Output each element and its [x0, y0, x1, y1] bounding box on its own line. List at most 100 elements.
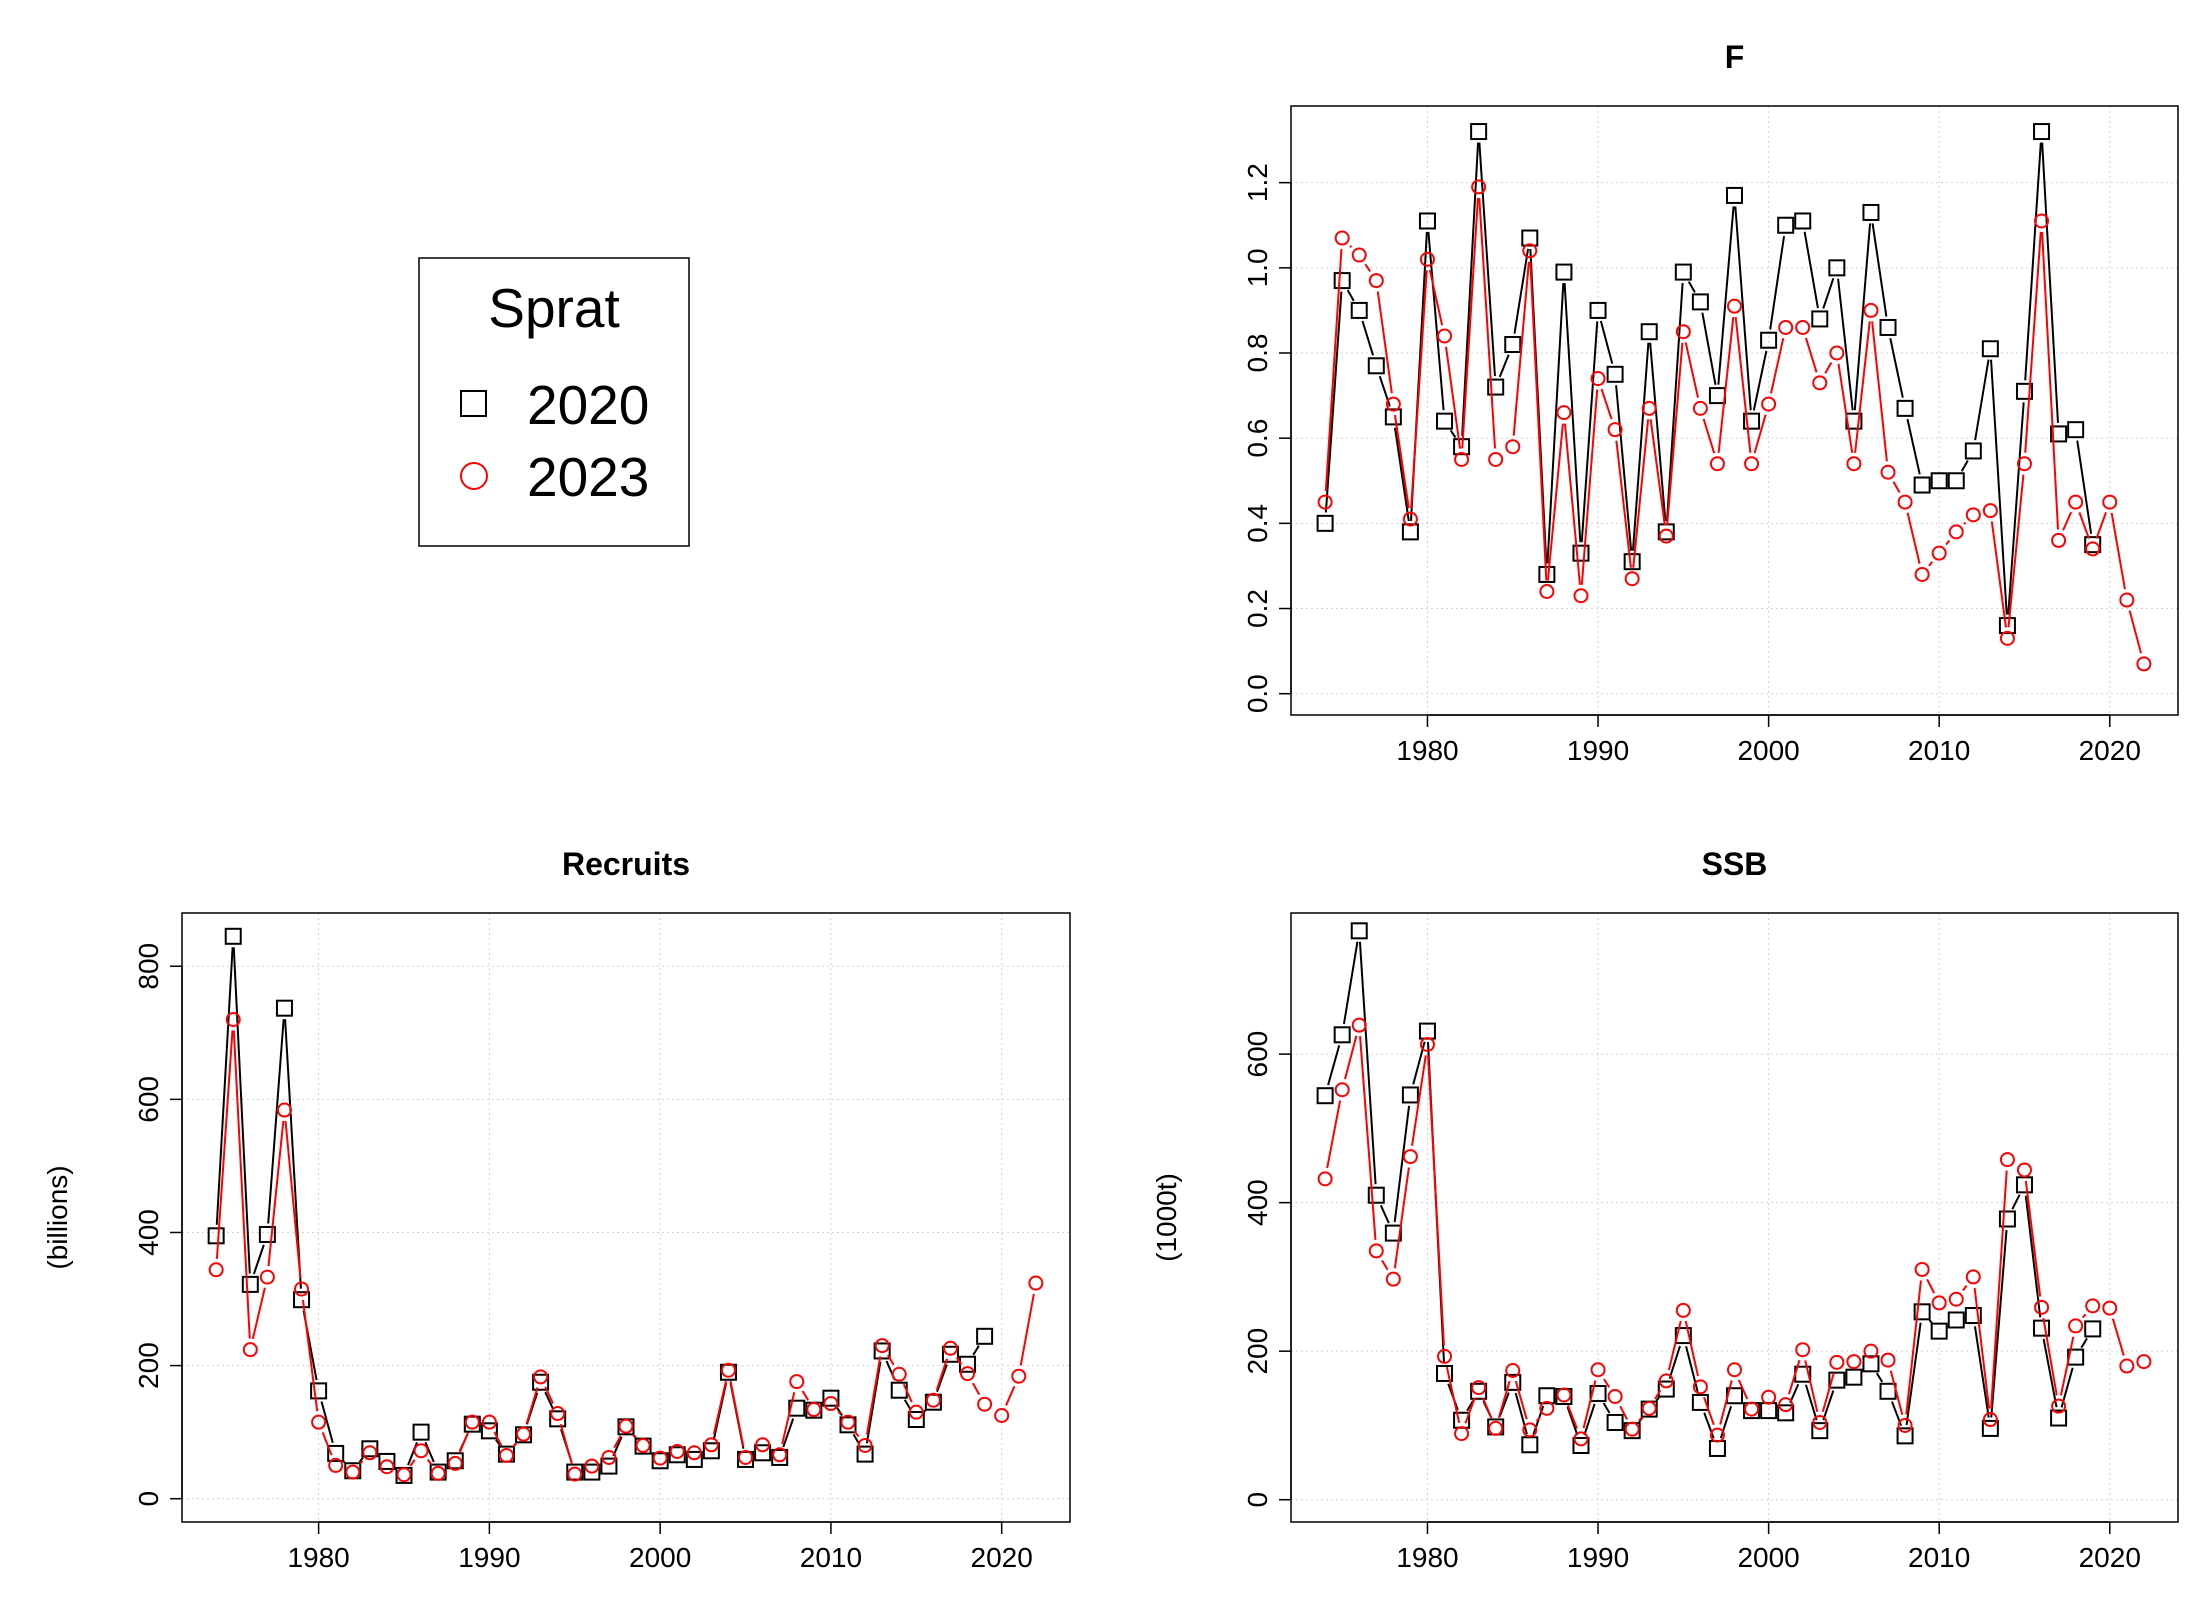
- f-series-2020-point: [2050, 425, 2068, 443]
- ssb-series-2020-point: [1930, 1322, 1948, 1340]
- ssb-series-2023-point: [1948, 1291, 1964, 1307]
- f-series-2023-point: [1778, 319, 1794, 335]
- ssb-series-2023-segment: [1638, 1416, 1644, 1422]
- f-series-2020-point: [1930, 472, 1948, 490]
- f-series-2020-segment: [1563, 283, 1582, 543]
- ssb-plot-frame: [1290, 912, 2179, 1523]
- recruits-series-2023-point: [481, 1414, 497, 1430]
- ssb-series-2023-point: [1982, 1412, 1998, 1428]
- ssb-series-2020-point: [1572, 1437, 1590, 1455]
- recruits-series-2023-point: [720, 1362, 736, 1378]
- f-series-2020-segment: [1734, 206, 1752, 411]
- recruits-series-2023-point: [942, 1340, 958, 1356]
- f-series-2023-segment: [1478, 197, 1497, 449]
- recruits-series-2023-point: [669, 1443, 685, 1459]
- ssb-series-2020-point: [1896, 1427, 1914, 1445]
- f-series-2020-segment: [1906, 418, 1921, 475]
- recruits-series-2020-segment: [544, 1391, 554, 1410]
- f-series-2023-segment: [1563, 423, 1581, 585]
- ssb-series-2023-point: [1385, 1271, 1401, 1287]
- ssb-series-2023-segment: [1619, 1405, 1628, 1420]
- ssb-series-2023-point: [1607, 1388, 1623, 1404]
- ssb-series-2020-point: [1691, 1393, 1709, 1411]
- recruits-x-tick-label: 2010: [800, 1542, 862, 1573]
- f-series-2020-point: [1470, 123, 1488, 141]
- ssb-series-2023-point: [1419, 1036, 1435, 1052]
- f-series-2023-point: [1317, 494, 1333, 510]
- recruits-series-2023-point: [874, 1338, 890, 1354]
- recruits-series-2023-segment: [632, 1433, 637, 1438]
- f-series-2020-segment: [2007, 402, 2025, 615]
- recruits-series-2023-segment: [251, 1287, 266, 1340]
- f-series-2023-segment: [1717, 316, 1735, 453]
- f-series-2020-point: [1418, 212, 1436, 230]
- f-series-2023-segment: [2128, 610, 2143, 654]
- f-series-2023-point: [1709, 456, 1725, 472]
- f-series-2020-point: [1606, 365, 1624, 383]
- recruits-series-2020-point: [668, 1446, 686, 1464]
- f-series-2020-point: [1538, 565, 1556, 583]
- ssb-series-2023-point: [1709, 1427, 1725, 1443]
- f-series-2020-point: [1794, 212, 1812, 230]
- f-series-2023-point: [1351, 247, 1367, 263]
- f-series-2023-segment: [1364, 263, 1372, 273]
- f-series-2020-point: [1521, 229, 1539, 247]
- recruits-series-2023-point: [208, 1262, 224, 1278]
- recruits-series-2023-point: [994, 1408, 1010, 1424]
- recruits-series-2023-point: [738, 1449, 754, 1465]
- ssb-series-2020-segment: [1990, 1229, 2008, 1418]
- f-series-2023-point: [1573, 588, 1589, 604]
- f-series-2023-segment: [1410, 270, 1428, 509]
- f-y-tick-label: 1.0: [1242, 248, 1273, 287]
- recruits-series-2020-point: [207, 1227, 225, 1245]
- f-series-2023-segment: [1945, 539, 1951, 546]
- f-y-tick-label: 0.0: [1242, 674, 1273, 713]
- f-series-2023-point: [1539, 583, 1555, 599]
- recruits-x-tick-label: 1990: [458, 1542, 520, 1573]
- ssb-y-tick-label: 0: [1242, 1492, 1273, 1508]
- recruits-series-2020-segment: [215, 947, 234, 1225]
- ssb-series-2020-segment: [1789, 1383, 1800, 1404]
- f-series-2020-segment: [1665, 283, 1684, 521]
- f-series-2023-segment: [1546, 423, 1564, 581]
- recruits-series-2023-point: [516, 1426, 532, 1442]
- recruits-series-2023-point: [447, 1455, 463, 1471]
- ssb-series-2020-segment: [1379, 1204, 1390, 1224]
- f-series-2020-segment: [1687, 281, 1696, 293]
- ssb-series-2020-point: [1384, 1224, 1402, 1242]
- f-series-2020-segment: [1546, 283, 1565, 564]
- f-series-2023-segment: [1349, 245, 1353, 248]
- recruits-series-2020-point: [702, 1442, 720, 1460]
- recruits-series-2023-point: [533, 1369, 549, 1385]
- recruits-series-2020-point: [275, 999, 293, 1017]
- recruits-series-2023-segment: [853, 1430, 860, 1438]
- f-series-2020-segment: [1853, 223, 1872, 411]
- f-series-2023-point: [1914, 566, 1930, 582]
- f-series-2023-point: [1334, 230, 1350, 246]
- recruits-series-2023-segment: [267, 1120, 285, 1267]
- recruits-series-2023-point: [430, 1465, 446, 1481]
- ssb-series-2023-point: [1573, 1431, 1589, 1447]
- f-series-2023-point: [1744, 456, 1760, 472]
- ssb-series-2023-segment: [1667, 1320, 1682, 1371]
- ssb-series-2023-point: [1641, 1400, 1657, 1416]
- f-series-2020-segment: [1393, 427, 1410, 522]
- f-chart-title: F: [1725, 39, 1745, 75]
- f-series-2020-segment: [1822, 277, 1835, 309]
- f-series-2020-segment: [1513, 248, 1530, 334]
- f-series-2020-segment: [1346, 289, 1355, 302]
- ssb-x-tick-label: 2020: [2079, 1542, 2141, 1573]
- recruits-x-tick-label: 2000: [629, 1542, 691, 1573]
- ssb-series-2023-segment: [1654, 1389, 1662, 1400]
- ssb-series-2023-point: [1658, 1373, 1674, 1389]
- ssb-series-2023-segment: [1737, 1379, 1749, 1400]
- f-series-2020-point: [1316, 514, 1334, 532]
- recruits-series-2023-point: [925, 1392, 941, 1408]
- recruits-series-2023-segment: [712, 1380, 727, 1435]
- ssb-series-2023-point: [2102, 1300, 2118, 1316]
- f-series-2023-segment: [2095, 512, 2107, 539]
- ssb-series-2020-point: [1367, 1186, 1385, 1204]
- ssb-series-2020-segment: [1583, 1403, 1596, 1436]
- f-series-2023-segment: [1529, 261, 1548, 581]
- recruits-series-2020-point: [378, 1452, 396, 1470]
